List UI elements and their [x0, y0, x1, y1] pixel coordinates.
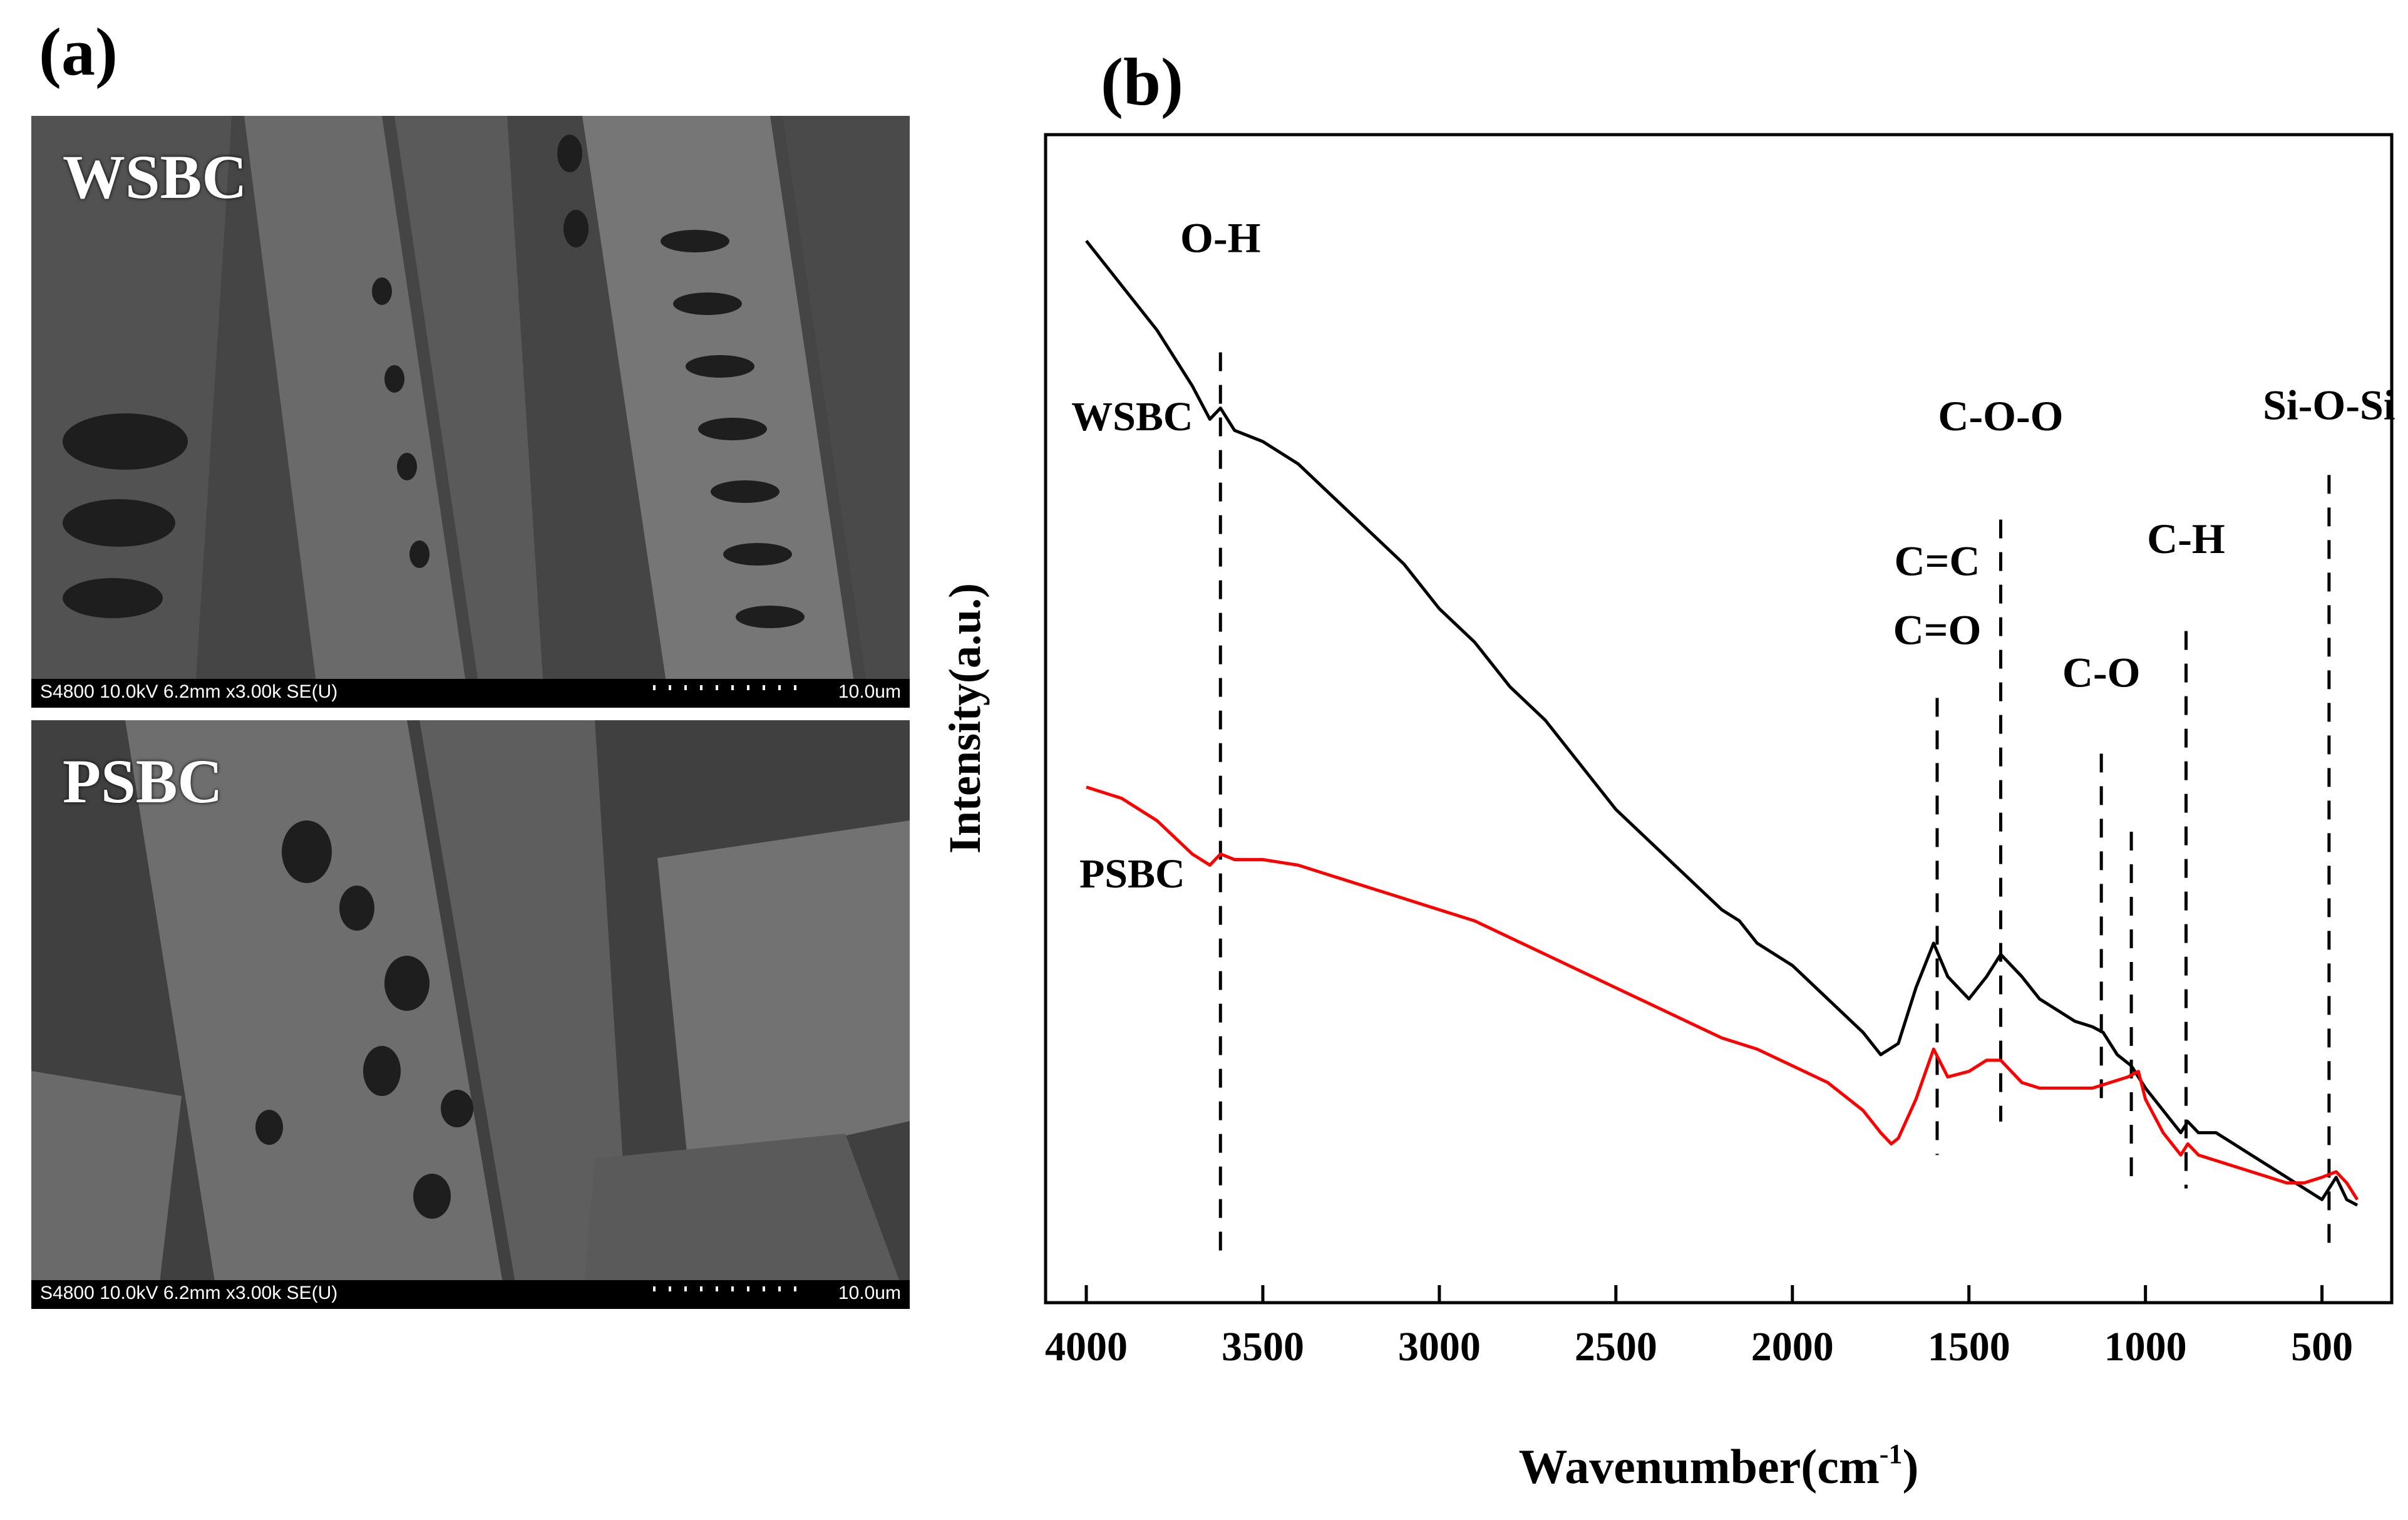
x-axis-label-main: Wavenumber(cm — [1519, 1439, 1880, 1494]
peak-annotation-label: C=C — [1894, 537, 1980, 585]
x-tick-label: 3000 — [1398, 1324, 1481, 1370]
sem-image-psbc: PSBC S4800 10.0kV 6.2mm x3.00k SE(U) 10.… — [31, 720, 910, 1309]
sem-info-bar: S4800 10.0kV 6.2mm x3.00k SE(U) 10.0um — [31, 1280, 910, 1309]
sem-meta: S4800 10.0kV 6.2mm x3.00k SE(U) — [40, 1283, 338, 1303]
sem-texture — [31, 720, 910, 1309]
x-axis-ticks: 4000 3500 3000 2500 2000 1500 1000 500 — [1045, 1285, 2353, 1370]
series-line-psbc — [1086, 785, 2359, 1201]
peak-annotation-label: Si-O-Si — [2263, 381, 2395, 428]
peak-annotation-label: C-O — [2062, 649, 2141, 696]
plot-frame — [1044, 133, 2394, 1305]
series-label-group: WSBC PSBC — [1071, 394, 1193, 897]
sem-title: PSBC — [63, 747, 223, 816]
sem-scale: 10.0um — [838, 681, 901, 702]
peak-annotation-label: O-H — [1180, 214, 1260, 261]
peak-annotation-label: C-O-O — [1938, 392, 2063, 440]
peak-annotation-label: C-H — [2147, 515, 2225, 562]
x-tick-label: 1500 — [1928, 1324, 2010, 1370]
x-axis-label: Wavenumber(cm-1) — [1519, 1439, 1919, 1494]
sem-scale-ticks — [653, 1286, 810, 1291]
x-tick-label: 4000 — [1045, 1324, 1128, 1370]
series-label: WSBC — [1071, 394, 1193, 440]
x-tick-label: 500 — [2291, 1324, 2353, 1370]
sem-scale-ticks — [653, 685, 810, 690]
x-axis-label-sup: -1 — [1880, 1439, 1903, 1469]
x-tick-label: 2000 — [1751, 1324, 1834, 1370]
x-tick-label: 1000 — [2104, 1324, 2187, 1370]
sem-texture — [31, 116, 910, 708]
sem-scale: 10.0um — [838, 1283, 901, 1303]
series-group — [1085, 240, 2359, 1207]
series-label: PSBC — [1079, 851, 1185, 897]
sem-image-wsbc: WSBC S4800 10.0kV 6.2mm x3.00k SE(U) 10.… — [31, 116, 910, 708]
series-line-wsbc — [1085, 240, 2359, 1207]
panel-a-label: (a) — [39, 15, 118, 90]
panel-b-label: (b) — [1101, 45, 1183, 120]
y-axis-label: Intensity(a.u.) — [940, 583, 990, 854]
sem-info-bar: S4800 10.0kV 6.2mm x3.00k SE(U) 10.0um — [31, 679, 910, 708]
x-tick-label: 2500 — [1575, 1324, 1657, 1370]
sem-meta: S4800 10.0kV 6.2mm x3.00k SE(U) — [40, 681, 338, 702]
peak-annotation-label: C=O — [1893, 606, 1982, 654]
sem-title: WSBC — [63, 142, 247, 212]
x-axis-label-close: ) — [1902, 1439, 1918, 1494]
annotation-group: O-H C=C C=O C-O-O C-O C-H Si-O-Si — [1180, 214, 2395, 1256]
x-tick-label: 3500 — [1222, 1324, 1304, 1370]
